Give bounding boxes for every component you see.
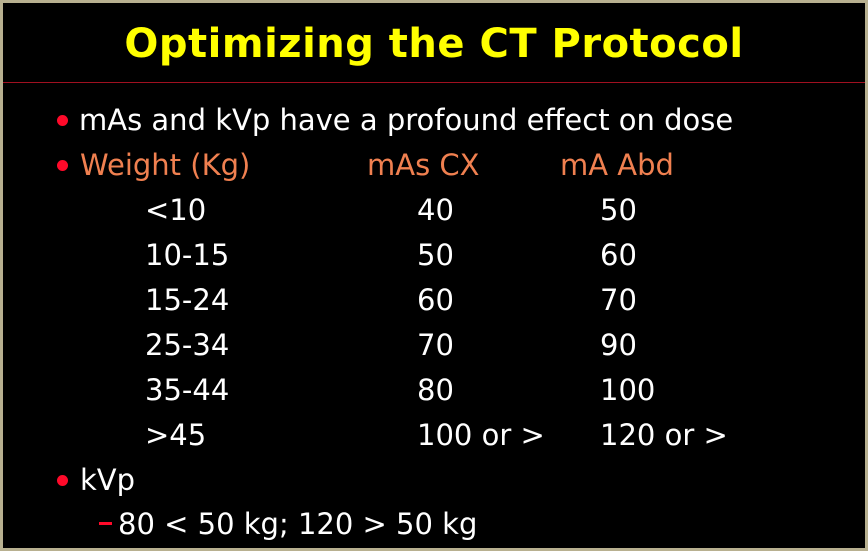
bullet-intro: mAs and kVp have a profound effect on do… xyxy=(79,103,734,137)
cell-mas-cx: 50 xyxy=(417,238,454,272)
cell-ma-abd: 90 xyxy=(600,328,637,362)
cell-mas-cx: 80 xyxy=(417,373,454,407)
bullet-icon xyxy=(57,160,68,171)
header-mas-cx: mAs CX xyxy=(367,148,480,182)
cell-weight: 15-24 xyxy=(145,283,230,317)
cell-ma-abd: 100 xyxy=(600,373,656,407)
cell-ma-abd: 120 or > xyxy=(600,418,728,452)
cell-ma-abd: 50 xyxy=(600,193,637,227)
cell-ma-abd: 70 xyxy=(600,283,637,317)
header-weight: Weight (Kg) xyxy=(80,148,251,182)
cell-weight: 25-34 xyxy=(145,328,230,362)
dash-icon xyxy=(99,522,112,525)
cell-mas-cx: 40 xyxy=(417,193,454,227)
slide: Optimizing the CT Protocol mAs and kVp h… xyxy=(3,3,865,548)
bullet-kvp: kVp xyxy=(80,463,136,497)
cell-mas-cx: 70 xyxy=(417,328,454,362)
cell-ma-abd: 60 xyxy=(600,238,637,272)
cell-mas-cx: 60 xyxy=(417,283,454,317)
bullet-icon xyxy=(57,115,68,126)
header-ma-abd: mA Abd xyxy=(560,148,674,182)
cell-mas-cx: 100 or > xyxy=(417,418,545,452)
kvp-detail: 80 < 50 kg; 120 > 50 kg xyxy=(118,507,478,541)
slide-title: Optimizing the CT Protocol xyxy=(124,21,744,67)
cell-weight: >45 xyxy=(145,418,207,452)
cell-weight: 35-44 xyxy=(145,373,230,407)
title-divider xyxy=(3,82,865,83)
cell-weight: 10-15 xyxy=(145,238,230,272)
bullet-icon xyxy=(57,475,68,486)
cell-weight: <10 xyxy=(145,193,207,227)
